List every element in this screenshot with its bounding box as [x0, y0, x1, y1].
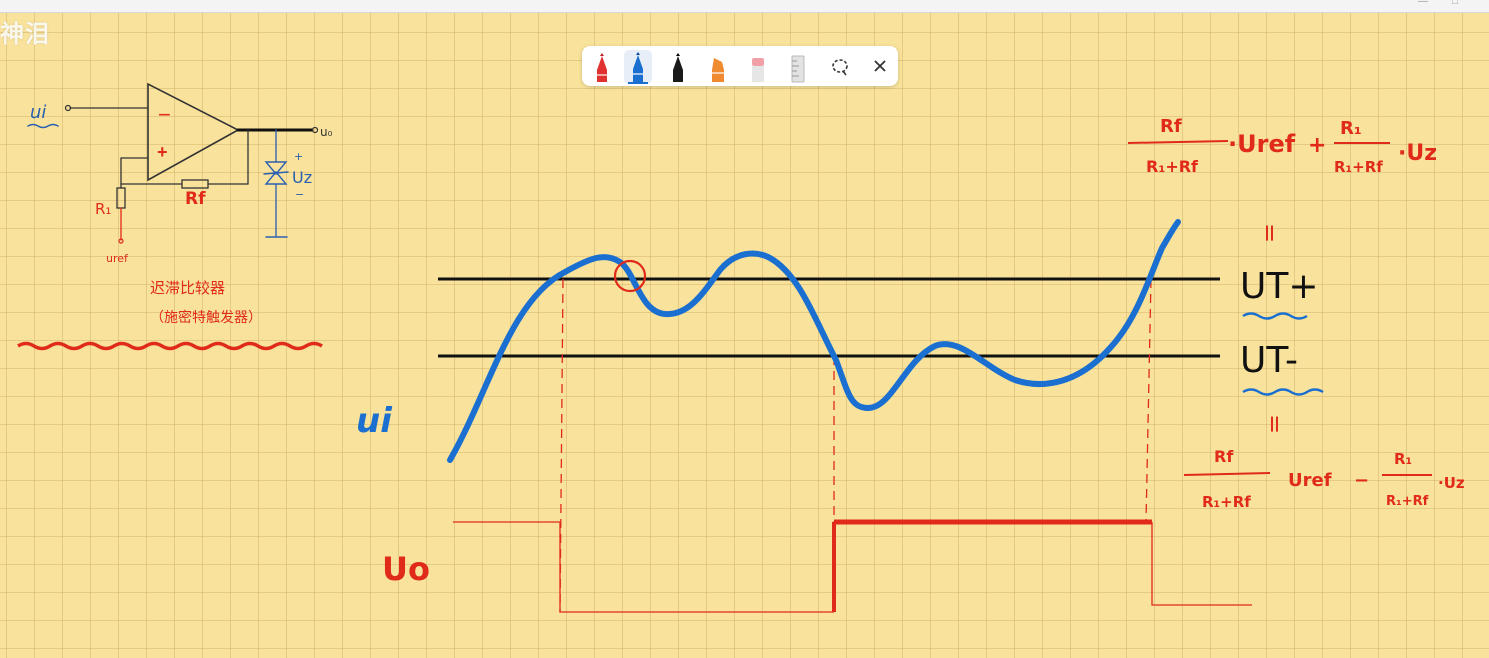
circuit-input-label: ui	[30, 102, 46, 123]
circuit-output-label: u₀	[320, 125, 333, 139]
close-toolbar-button[interactable]	[866, 50, 894, 84]
red-pen-icon	[597, 53, 607, 82]
eraser-tool[interactable]	[744, 50, 772, 84]
highlighter-icon	[712, 58, 724, 82]
fp-term1-numerator: Rf	[1160, 116, 1182, 137]
ut-minus-underline	[1242, 388, 1324, 396]
blue-pen-tool[interactable]	[624, 50, 652, 84]
zener-plus-label: +	[294, 150, 303, 163]
projection-lines	[559, 278, 1152, 613]
notes: 迟滞比较器 （施密特触发器）	[17, 279, 323, 351]
red-circle-annotation	[613, 259, 647, 293]
eraser-icon	[752, 58, 764, 82]
rf-resistor	[181, 179, 209, 189]
zener-minus-label: −	[295, 188, 304, 201]
fp-term1-fraction-bar	[1127, 140, 1229, 144]
fp-term1-factor: ·Uref	[1228, 130, 1296, 158]
rf-label: Rf	[185, 189, 206, 209]
fm-term1-denominator: R₁+Rf	[1202, 493, 1251, 511]
uref-terminal	[118, 238, 124, 244]
zener-bar	[263, 171, 289, 175]
fp-term2-denominator: R₁+Rf	[1334, 158, 1383, 176]
fm-term2-numerator: R₁	[1394, 450, 1412, 468]
ut-plus-equals: =	[1256, 223, 1284, 243]
output-waveform-low	[453, 521, 834, 613]
red-pen-tool[interactable]	[588, 50, 616, 84]
pen-toolbar	[582, 46, 898, 86]
fp-term2-numerator: R₁	[1340, 118, 1362, 139]
input-underline	[27, 123, 59, 129]
ui-graph-label: ui	[356, 401, 393, 441]
notes-title: 迟滞比较器	[150, 279, 225, 297]
black-pen-icon	[673, 53, 683, 82]
output-terminal	[311, 126, 319, 134]
ut-minus-label: UT-	[1240, 340, 1298, 381]
ut-minus-equals: =	[1261, 414, 1289, 434]
ut-plus-underline	[1242, 312, 1308, 320]
r1-resistor	[116, 187, 126, 209]
bilibili-watermark: 神泪	[0, 14, 50, 49]
zener-uz-label: Uz	[292, 168, 312, 187]
fm-term2-denominator: R₁+Rf	[1386, 494, 1429, 509]
window-titlebar: — □	[0, 0, 1489, 13]
red-wavy-underline	[17, 341, 323, 351]
formula-ut-plus: Rf R₁+Rf ·Uref + R₁ R₁+Rf ·Uz	[1127, 116, 1437, 176]
fm-term1-factor: Uref	[1288, 470, 1332, 491]
output-waveform-tail	[1151, 522, 1252, 606]
fm-term1-fraction-bar	[1183, 472, 1271, 476]
black-pen-tool[interactable]	[664, 50, 692, 84]
highlighter-tool[interactable]	[704, 50, 732, 84]
fp-operator: +	[1308, 133, 1326, 158]
ruler-icon	[791, 55, 805, 83]
opamp-triangle	[147, 82, 240, 182]
input-waveform	[447, 219, 1181, 463]
fm-term1-numerator: Rf	[1214, 447, 1234, 466]
uo-graph-label: Uo	[382, 550, 430, 588]
fp-term2-factor: ·Uz	[1398, 141, 1437, 166]
minimize-icon[interactable]: —	[1418, 0, 1428, 7]
close-icon	[874, 60, 886, 72]
ut-plus-label: UT+	[1240, 266, 1319, 307]
uref-label: uref	[106, 252, 129, 265]
fm-operator: −	[1354, 470, 1369, 491]
notes-subtitle: （施密特触发器）	[150, 309, 262, 326]
lasso-tool[interactable]	[826, 50, 854, 84]
opamp-plus-sign: +	[157, 142, 168, 162]
formula-ut-minus: Rf R₁+Rf Uref − R₁ R₁+Rf ·Uz	[1183, 447, 1465, 511]
opamp-minus-sign: −	[158, 102, 171, 127]
fm-term2-factor: ·Uz	[1438, 474, 1465, 492]
circuit-diagram: ui − + u₀ R₁ Rf uref + Uz −	[27, 82, 333, 265]
blue-pen-icon	[628, 52, 648, 84]
projection-line-3	[1145, 278, 1152, 523]
watermark-text: 神泪	[0, 21, 50, 48]
ruler-tool[interactable]	[784, 50, 812, 84]
r1-label: R₁	[95, 200, 111, 218]
maximize-icon[interactable]: □	[1452, 0, 1459, 7]
lasso-icon	[832, 59, 848, 76]
fp-term1-denominator: R₁+Rf	[1146, 157, 1199, 176]
